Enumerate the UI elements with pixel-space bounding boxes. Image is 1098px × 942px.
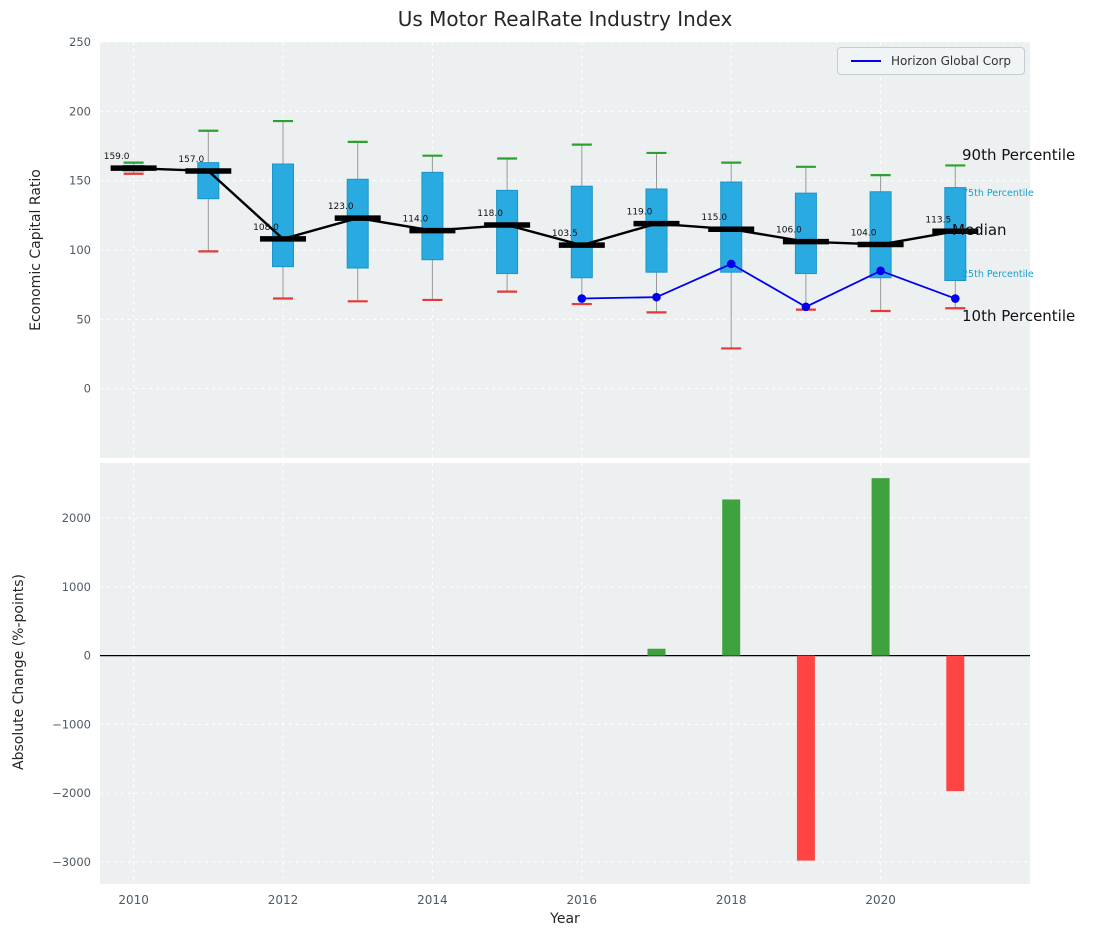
change-bar-2018: [722, 499, 741, 656]
top-ytick-label: 150: [69, 174, 91, 188]
bottom-ytick-label: 2000: [62, 511, 91, 525]
change-bar-2021: [946, 655, 965, 792]
bottom-ylabel: Absolute Change (%-points): [11, 574, 27, 770]
xlabel: Year: [550, 911, 580, 927]
xtick-label: 2020: [865, 893, 896, 907]
bottom-ytick-label: 1000: [62, 580, 91, 594]
boxplot-2021: [944, 164, 967, 310]
median-value-label-2020: 104.0: [851, 228, 877, 238]
median-value-label-2014: 114.0: [403, 215, 429, 225]
legend-line-sample-icon: [850, 60, 881, 62]
bottom-plot-bg: [100, 463, 1030, 884]
top-ytick-label: 100: [69, 243, 91, 257]
median-value-label-2011: 157.0: [178, 155, 204, 165]
tick-labels: 0 50 100 150 200 250 −3000 −2000 −1000 0 1000 2000 2…: [52, 35, 896, 907]
gridlines: [100, 41, 1030, 884]
top-ytick-label: 0: [84, 382, 91, 396]
horizon-point-2016: [577, 294, 587, 303]
bottom-ytick-label: 0: [84, 649, 91, 663]
horizon-point-2020: [876, 266, 885, 276]
boxplot-2020: [869, 174, 892, 313]
horizon-point-2019: [801, 302, 811, 312]
bottom-ytick-label: −3000: [52, 855, 91, 869]
boxplot-2015: [496, 157, 519, 293]
xtick-label: 2014: [417, 893, 448, 907]
change-bar-2020: [871, 478, 890, 656]
annotation-90th-percentile: 90th Percentile: [962, 146, 1076, 164]
change-bar-2017: [647, 648, 666, 656]
median-value-label-2017: 119.0: [627, 208, 653, 218]
horizon-point-2017: [652, 292, 661, 302]
median-value-label-2019: 106.0: [776, 226, 802, 236]
annotation-median: Median: [952, 221, 1007, 239]
median-value-label-2018: 115.0: [701, 213, 727, 223]
legend[interactable]: Horizon Global Corp: [836, 47, 1025, 75]
boxplot-2013: [346, 140, 369, 303]
top-ylabel: Economic Capital Ratio: [28, 169, 44, 331]
boxplot-2014: [421, 154, 444, 302]
horizon-point-2018: [726, 259, 736, 269]
annotation-25th-percentile: 25th Percentile: [962, 269, 1034, 280]
change-bar-2019: [796, 655, 815, 861]
annotation-75th-percentile: 75th Percentile: [962, 188, 1034, 199]
legend-label: Horizon Global Corp: [890, 54, 1011, 68]
top-ytick-label: 200: [69, 104, 91, 118]
bottom-ytick-label: −1000: [52, 717, 91, 731]
median-value-label-2013: 123.0: [328, 202, 354, 212]
xtick-label: 2018: [716, 893, 747, 907]
boxplot-2016: [570, 143, 593, 306]
top-ytick-label: 50: [76, 312, 91, 326]
median-value-label-2016: 103.5: [552, 229, 578, 239]
xtick-label: 2010: [118, 893, 149, 907]
xtick-label: 2016: [567, 893, 598, 907]
horizon-point-2021: [951, 294, 960, 303]
chart-title: Us Motor RealRate Industry Index: [397, 7, 733, 31]
bottom-ytick-label: −2000: [52, 786, 91, 800]
annotation-10th-percentile: 10th Percentile: [962, 307, 1076, 325]
horizon-global-corp-line: [581, 262, 956, 308]
xtick-label: 2012: [268, 893, 299, 907]
top-ytick-label: 250: [69, 35, 91, 49]
boxplot-2017: [645, 151, 668, 314]
median-value-label-2010: 159.0: [104, 152, 130, 162]
median-value-label-2012: 108.0: [253, 223, 279, 233]
median-value-label-2015: 118.0: [477, 209, 503, 219]
median-value-label-2021: 113.5: [925, 215, 951, 225]
